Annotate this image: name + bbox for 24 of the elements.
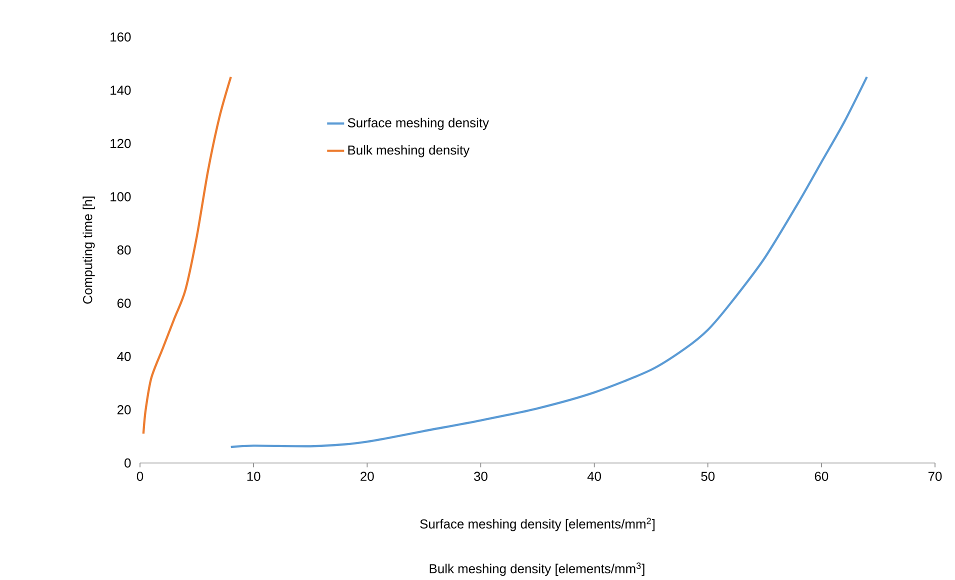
- x-tick-label: 10: [247, 472, 260, 481]
- x-tick-label: 40: [587, 472, 601, 481]
- y-tick-label: 100: [110, 192, 131, 202]
- y-tick-label: 120: [110, 138, 131, 148]
- legend-label: Bulk meshing density: [348, 145, 470, 158]
- x-tick-label: 30: [474, 472, 488, 481]
- line-series: [230, 76, 868, 448]
- y-tick-label: 20: [117, 405, 131, 414]
- x-axis-title: Surface meshing density [elements/mm$^{2}$]: [420, 518, 655, 532]
- x-tick-label: 20: [360, 472, 374, 481]
- y-axis-title: Computing time [h]: [82, 196, 95, 304]
- y-tick-label: 160: [110, 32, 131, 42]
- y-tick-label: 140: [110, 86, 131, 95]
- x-tick-label: 50: [701, 472, 715, 481]
- y-tick-label: 40: [117, 352, 131, 362]
- x-tick-label: 0: [136, 472, 144, 481]
- y-tick-label: 60: [117, 298, 131, 308]
- x-tick-label: 60: [814, 472, 828, 481]
- y-tick-label: 80: [117, 245, 131, 255]
- text: Bulk meshing density [elements/mm$^{3}$]: [430, 562, 644, 576]
- x-tick-label: 70: [928, 472, 942, 481]
- y-tick-label: 0: [124, 458, 131, 468]
- legend-label: Surface meshing density: [348, 118, 490, 130]
- line-series: [142, 76, 232, 435]
